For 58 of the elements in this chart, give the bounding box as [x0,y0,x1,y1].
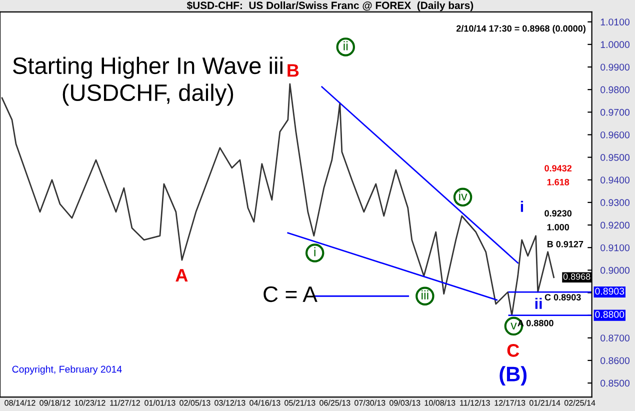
x-tick-label: 02/05/13 [180,400,210,406]
x-tick-label: 01/01/13 [144,400,176,406]
x-tick-label: 11/27/12 [110,400,140,406]
annotation: 0.8968 [563,273,590,280]
annotation: i [520,200,524,212]
annotation: 2/10/14 17:30 = 0.8968 (0.0000) [456,25,586,34]
x-tick-label: 10/23/12 [74,400,106,406]
y-tick-label: 1.0000 [600,41,630,48]
annotation: ii [344,41,348,50]
y-tick-label: 0.9900 [600,64,630,71]
y-tick-label: 0.8500 [600,380,630,387]
y-tick-label: 0.9700 [600,108,630,116]
x-tick-label: 12/17/13 [494,400,526,406]
x-tick-label: 02/25/14 [564,400,596,406]
x-tick-label: 05/21/13 [284,400,316,406]
y-tick-label: 1.0100 [600,18,630,26]
annotation: C [507,344,520,357]
y-tick-label: 0.9000 [600,266,630,274]
annotation: 0.9432 [544,165,572,172]
x-tick-label: 10/08/13 [424,400,456,406]
annotation: B 0.9127 [547,240,584,248]
x-tick-label: 07/30/13 [354,400,386,406]
y-tick-label: 0.8700 [600,334,630,342]
x-tick-label: 09/03/13 [390,400,420,406]
annotation: 1.000 [547,224,570,230]
annotation: B [288,64,299,77]
text: Starting Higher In Wave iii [13,56,282,79]
y-tick-label: 0.9100 [600,244,630,252]
x-tick-label: 06/25/13 [320,400,350,406]
annotation: 1.618 [547,178,570,186]
annotation: ii [535,298,542,309]
annotation: iii [422,290,428,300]
y-tick-label: 0.9500 [600,154,630,161]
annotation: C = A [264,286,318,302]
annotation: Copyright, February 2014 [12,366,122,375]
x-tick-label: 11/12/13 [460,400,490,406]
annotation: iv [459,191,468,200]
x-tick-label: 03/12/13 [214,400,246,406]
annotation: A [176,269,188,282]
y-tick-label: 0.9400 [600,176,630,184]
y-tick-label: 0.9200 [600,222,630,229]
annotation: 0.9230 [544,210,572,217]
text: $USD-CHF: US Dollar/Swiss Franc @ FOREX (Daily bars) [186,1,474,12]
y-tick-label: 0.9300 [600,199,630,206]
x-tick-label: 09/18/12 [40,400,70,406]
ref-line-label: 0.8800 [595,311,624,318]
annotation: C 0.8903 [544,294,581,300]
x-tick-label: 01/21/14 [529,400,560,406]
y-tick-label: 0.9600 [600,131,630,138]
annotation: (B) [500,366,527,386]
annotation: v [510,322,517,330]
y-tick-label: 0.8600 [600,357,630,364]
annotation: i [314,247,316,256]
x-tick-label: 08/14/12 [4,400,36,406]
text: (USDCHF, daily) [62,84,234,106]
ref-line-label: 0.8903 [595,288,624,295]
y-tick-label: 0.9800 [600,86,630,94]
x-tick-label: 04/16/13 [250,400,280,406]
